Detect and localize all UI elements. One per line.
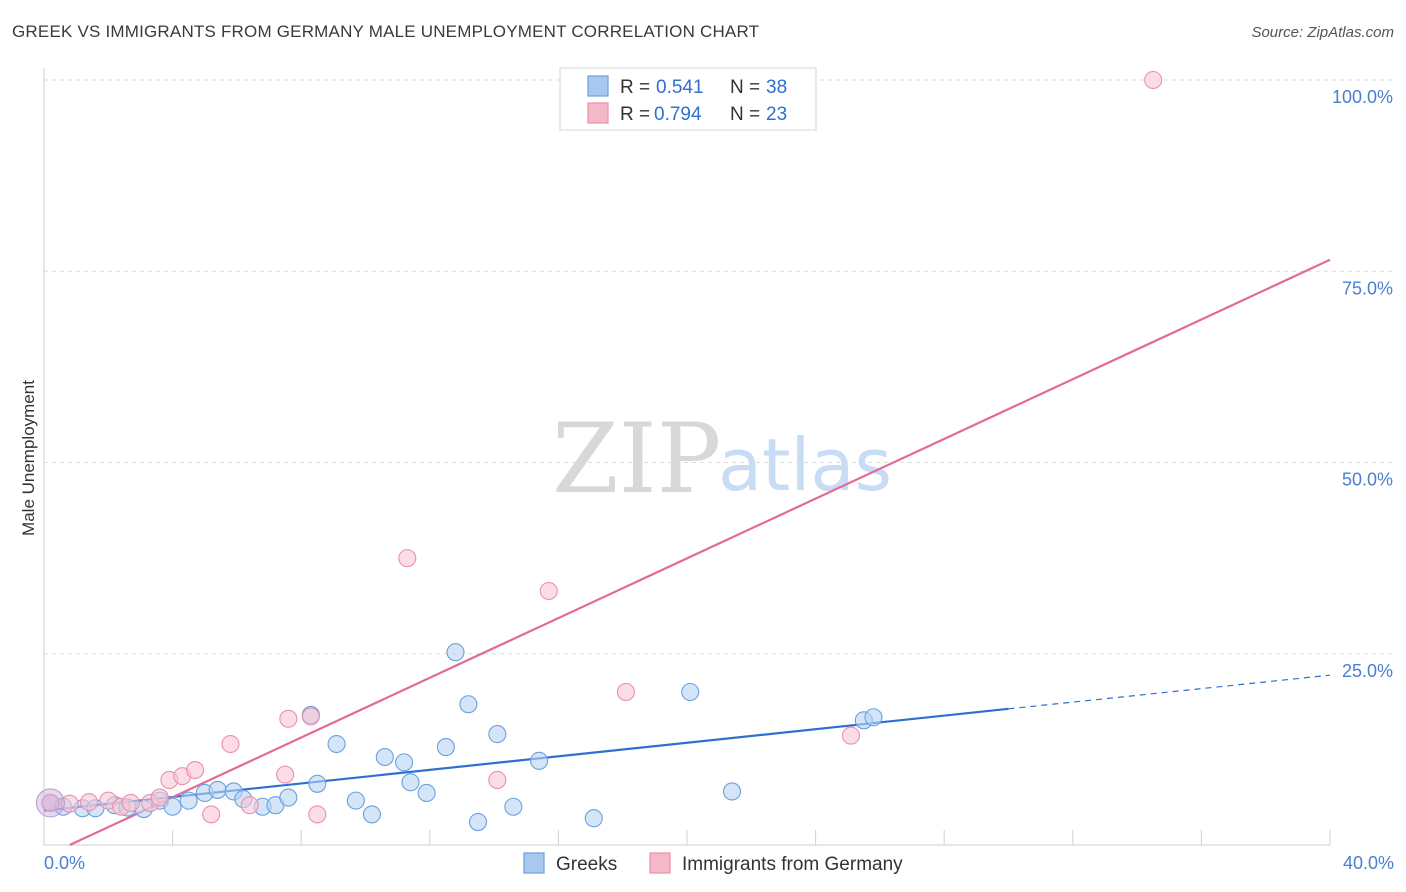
bottom-legend: Greeks Immigrants from Germany [523,852,903,875]
data-point-series-0 [446,643,465,662]
data-point-series-0 [681,682,700,702]
data-point-series-0 [530,751,549,770]
legend-n-value-germany: 23 [766,104,787,125]
data-point-series-1 [202,805,221,824]
data-point-series-0 [584,809,603,828]
data-point-series-0 [308,774,327,793]
data-points [35,70,1163,832]
data-point-series-0 [362,805,381,824]
chart-title: GREEK VS IMMIGRANTS FROM GERMANY MALE UN… [12,22,760,41]
trend-lines [43,258,1331,846]
data-point-series-1 [539,581,558,601]
data-point-series-0 [327,734,346,754]
legend-r-label-greeks: R = [620,77,650,98]
legend-n-label-germany: N = [730,104,760,125]
data-point-cluster [35,788,65,818]
bottom-legend-label-germany: Immigrants from Germany [682,854,903,875]
data-point-series-1 [221,734,240,754]
data-point-series-0 [279,788,298,807]
legend-n-label-greeks: N = [730,77,760,98]
legend-swatch-germany [587,102,609,124]
legend-r-value-greeks: 0.541 [656,77,704,98]
data-point-series-0 [864,708,883,727]
data-point-series-1 [240,796,259,815]
data-point-series-0 [208,780,227,799]
data-point-series-1 [150,788,169,807]
data-point-series-1 [121,793,140,812]
data-point-series-1 [1144,70,1163,90]
data-point-series-1 [616,682,635,702]
data-point-series-1 [41,793,60,812]
data-point-series-1 [279,709,298,728]
data-point-series-0 [468,812,488,832]
y-tick-label: 50.0% [1342,470,1393,490]
data-point-series-0 [436,738,455,757]
data-point-series-0 [459,695,478,714]
y-tick-label: 100.0% [1332,87,1393,107]
data-point-series-0 [179,791,198,810]
legend-n-value-greeks: 38 [766,77,787,98]
legend-r-value-germany: 0.794 [654,104,702,125]
data-point-series-0 [488,725,507,744]
data-point-series-1 [186,760,205,780]
data-point-series-1 [301,707,320,726]
y-tick-labels: 25.0% 50.0% 75.0% 100.0% [1332,87,1393,681]
data-point-series-0 [722,782,742,801]
trend-line-extension-series-0 [1008,674,1331,710]
x-tick-min: 0.0% [44,853,85,873]
data-point-series-1 [79,793,99,812]
gridlines [44,79,1392,655]
watermark-atlas: atlas [718,423,892,507]
legend-box: R = 0.541 N = 38 R = 0.794 N = 23 [559,67,817,131]
data-point-series-1 [308,805,327,824]
data-point-series-1 [276,765,295,784]
y-tick-label: 25.0% [1342,661,1393,681]
trend-line-series-1 [69,258,1331,846]
data-point-series-0 [504,797,523,816]
legend-r-label-germany: R = [620,104,650,125]
legend-swatch-greeks [587,75,609,97]
data-point-series-1 [398,549,417,568]
bottom-legend-swatch-greeks [523,852,545,874]
axes [43,68,1331,846]
data-point-series-0 [346,791,365,810]
data-point-series-1 [488,770,507,790]
data-point-series-1 [60,794,79,813]
bottom-legend-swatch-germany [649,852,671,874]
data-point-series-0 [395,753,414,772]
source-label: Source: ZipAtlas.com [1251,24,1394,41]
x-tick-max: 40.0% [1343,853,1394,873]
data-point-series-0 [163,797,182,816]
y-axis-label: Male Unemployment [19,380,38,536]
y-tick-label: 75.0% [1342,278,1393,298]
data-point-series-0 [401,773,420,792]
data-point-series-1 [841,726,861,745]
data-point-series-0 [417,783,436,803]
bottom-legend-label-greeks: Greeks [556,854,617,875]
data-point-series-0 [375,747,394,767]
watermark-zip: ZIP [552,403,721,515]
